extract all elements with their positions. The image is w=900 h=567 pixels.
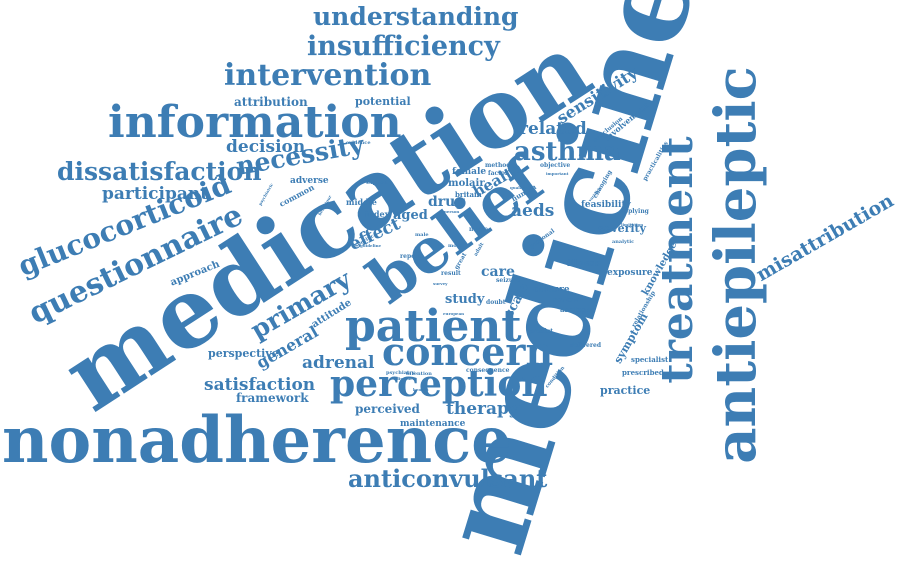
word-limitation: limitation <box>621 222 643 227</box>
word-participant: participant <box>102 184 208 204</box>
word-potential: potential <box>355 95 411 108</box>
word-insufficiency: insufficiency <box>307 31 501 62</box>
word-female: female <box>452 167 486 177</box>
word-aeds: aeds <box>511 201 554 221</box>
word-prescribed: prescribed <box>622 368 664 377</box>
word-guideline: guideline <box>360 243 382 248</box>
word-psychiatry: psychiatry <box>386 370 416 376</box>
word-attribution: attribution <box>234 95 308 109</box>
word-important: important <box>546 171 569 176</box>
word-predict: predict <box>529 328 553 335</box>
word-decision: decision <box>226 137 305 157</box>
word-european: european <box>443 311 464 316</box>
word-index: index <box>365 209 390 219</box>
word-adverse: adverse <box>290 176 329 186</box>
word-feasibility: feasibility <box>581 200 632 210</box>
word-perceived: perceived <box>355 402 420 416</box>
word-severity: severity <box>598 222 647 235</box>
word-understanding: understanding <box>313 2 519 31</box>
word-intention: intention <box>406 371 432 377</box>
word-benefit: benefit <box>413 387 429 392</box>
word-male: male <box>415 232 429 238</box>
word-support: support <box>366 180 388 186</box>
word-related: related <box>519 119 587 139</box>
word-perception: perception <box>330 363 548 405</box>
word-person: person <box>444 209 459 214</box>
word-practice: practice <box>600 384 650 397</box>
word-care: care <box>481 264 515 280</box>
word-concern: concern <box>382 329 553 374</box>
word-nurse: nurse <box>469 226 488 233</box>
word-report: report <box>400 253 421 260</box>
word-result: result <box>441 270 461 277</box>
word-anticonvulsant: anticonvulsant <box>348 464 547 493</box>
word-seizure: seizure <box>496 277 520 284</box>
word-framework: framework <box>236 391 309 405</box>
word-qualitative: qualitative <box>510 185 534 190</box>
word-method: method <box>485 162 511 169</box>
word-delivered: delivered <box>570 342 602 349</box>
word-satisfaction: satisfaction <box>204 375 315 395</box>
word-aged: aged <box>393 208 428 223</box>
word-evidence: evidence <box>346 140 371 146</box>
word-mood: mood <box>448 243 464 249</box>
word-analogue: analogue <box>560 305 596 314</box>
word-review: review <box>553 295 579 304</box>
word-molair: molair <box>448 178 485 189</box>
word-disorder: disorder <box>396 376 416 381</box>
word-misattribution: misattribution <box>753 190 898 286</box>
word-exposure: exposure <box>607 268 653 278</box>
word-adrenal: adrenal <box>302 353 375 373</box>
word-objective: objective <box>540 162 570 169</box>
word-culture: culture <box>533 285 570 295</box>
word-dissatisfaction: dissatisfaction <box>57 157 262 186</box>
word-therapy: therapy <box>446 399 520 419</box>
word-analytic: analytic <box>612 239 634 245</box>
word-doubt: doubt <box>486 299 506 306</box>
word-applying: applying <box>620 208 650 215</box>
word-factor: factor <box>488 170 509 177</box>
word-britain: britain <box>455 190 482 199</box>
word-drug: drug <box>428 194 465 210</box>
word-illness: illness <box>567 259 600 269</box>
word-asthma: asthma <box>514 137 621 167</box>
word-maintenance: maintenance <box>400 419 466 429</box>
word-middle: middle <box>346 197 377 207</box>
word-antiepileptic: antiepileptic <box>703 66 769 464</box>
word-nonadherence: nonadherence <box>2 403 512 478</box>
word-information: information <box>108 97 402 148</box>
word-treatment: treatment <box>652 136 703 384</box>
word-survey: survey <box>433 281 448 286</box>
word-specialist: specialist <box>631 355 669 364</box>
word-intervention: intervention <box>224 58 432 93</box>
word-patient: patient <box>345 301 522 352</box>
word-perspective: perspective <box>208 347 279 360</box>
word-consequence: consequence <box>466 367 510 374</box>
word-study: study <box>445 292 485 307</box>
